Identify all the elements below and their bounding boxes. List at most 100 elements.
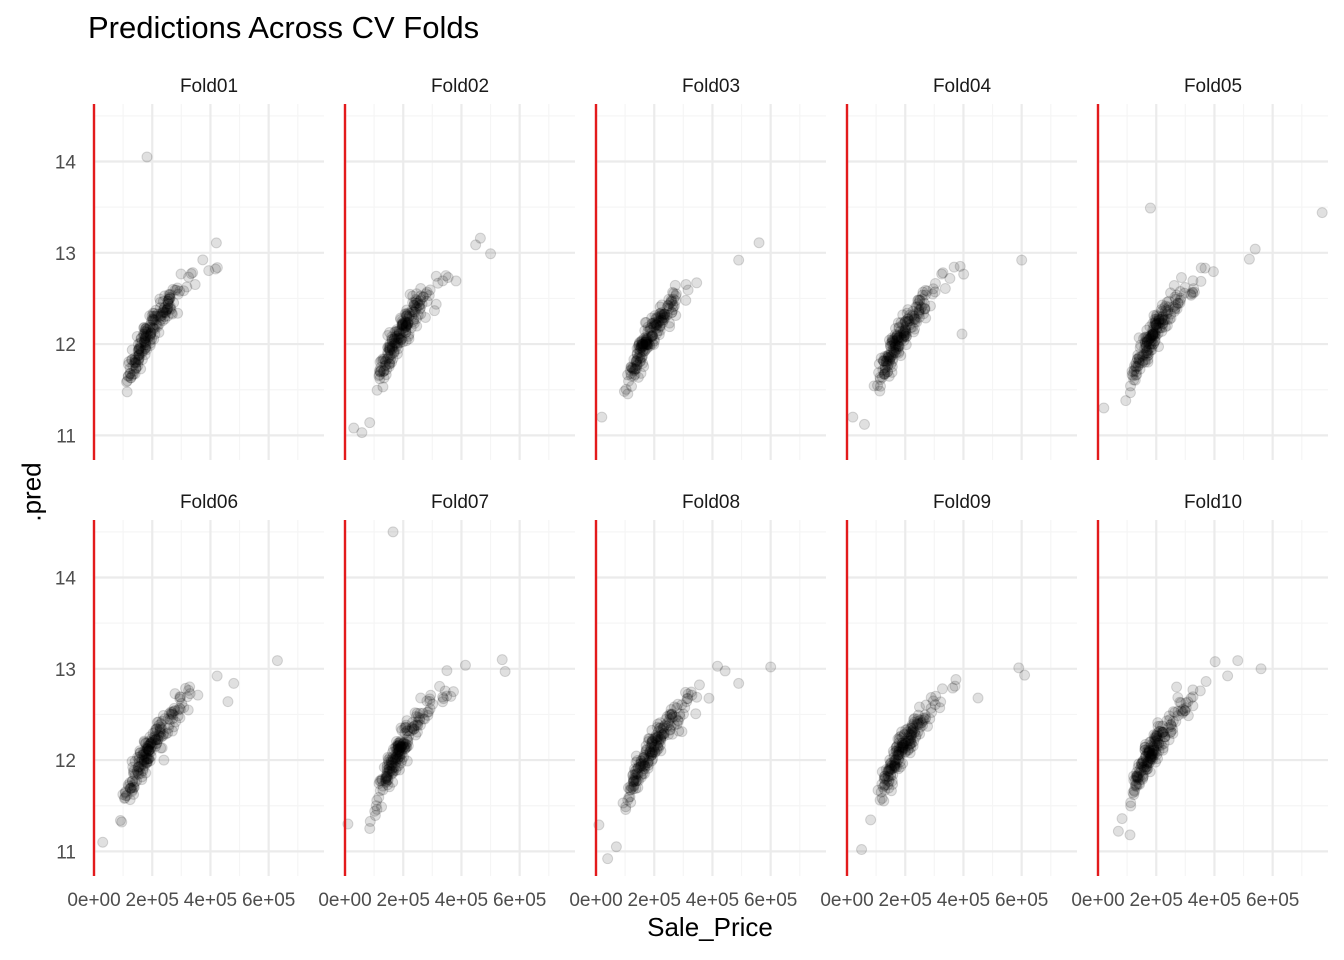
data-point [140,326,152,338]
data-point [633,339,645,351]
data-point [1150,330,1162,342]
data-point [400,321,412,333]
data-point [138,322,150,334]
facet-label: Fold10 [1184,492,1242,513]
data-point [914,294,926,306]
data-point [391,324,403,336]
data-point [642,321,654,333]
data-point [899,324,911,336]
data-point [162,298,174,310]
data-point [881,358,893,370]
data-point [401,304,413,316]
data-point [421,295,433,307]
data-point [139,343,151,355]
data-point [872,379,884,391]
data-point [148,322,160,334]
data-point [499,666,511,678]
data-point [904,733,916,745]
data-point [211,670,223,682]
data-point [1153,314,1165,326]
data-point [914,300,926,312]
data-point [141,344,153,356]
data-point [625,361,637,373]
data-point [383,358,395,370]
data-point [401,725,413,737]
data-point [1124,387,1136,399]
data-point [155,311,167,323]
data-point [1158,314,1170,326]
data-point [655,311,667,323]
data-point [154,302,166,314]
x-tick-label: 2e+05 [628,890,681,911]
data-point [847,411,859,423]
data-point [424,284,436,296]
data-point [884,352,896,364]
data-point [399,308,411,320]
x-tick-label: 6e+05 [1246,890,1299,911]
data-point [1141,761,1153,773]
data-point [886,337,898,349]
facet-label: Fold09 [933,492,991,513]
data-point [382,329,394,341]
data-point [148,314,160,326]
data-point [1016,254,1028,266]
data-point [883,370,895,382]
data-point [883,349,895,361]
data-point [873,367,885,379]
data-point [641,338,653,350]
data-point [1178,287,1190,299]
data-point [211,262,223,274]
data-point [917,286,929,298]
data-point [918,308,930,320]
facet-label: Fold05 [1184,76,1242,97]
data-point [131,330,143,342]
data-point [1153,317,1165,329]
data-point [1168,305,1180,317]
data-point [900,328,912,340]
data-point [1142,347,1154,359]
data-point [670,309,682,321]
data-point [653,315,665,327]
data-point [1199,262,1211,274]
data-point [879,350,891,362]
data-point [153,729,165,741]
data-point [135,332,147,344]
data-point [622,388,634,400]
data-point [1133,351,1145,363]
data-point [128,365,140,377]
data-point [640,338,652,350]
data-point [129,352,141,364]
facet-label: Fold08 [682,492,740,513]
data-point [1150,315,1162,327]
data-point [891,334,903,346]
data-point [663,293,675,305]
data-point [891,330,903,342]
data-point [1149,335,1161,347]
data-point [634,336,646,348]
data-point [889,341,901,353]
data-point [650,322,662,334]
data-point [647,329,659,341]
data-point [390,326,402,338]
data-point [405,322,417,334]
data-point [887,349,899,361]
data-point [633,340,645,352]
y-tick-label: 14 [55,153,77,174]
data-point [1139,337,1151,349]
data-point [164,288,176,300]
data-point [163,293,175,305]
data-point [133,345,145,357]
x-tick-label: 0e+00 [67,890,120,911]
data-point [1136,350,1148,362]
data-point [912,298,924,310]
data-point [133,348,145,360]
data-point [881,366,893,378]
data-point [163,293,175,305]
data-point [141,330,153,342]
data-point [440,270,452,282]
data-point [374,373,386,385]
data-point [637,340,649,352]
data-point [901,316,913,328]
data-point [654,308,666,320]
data-point [1139,354,1151,366]
